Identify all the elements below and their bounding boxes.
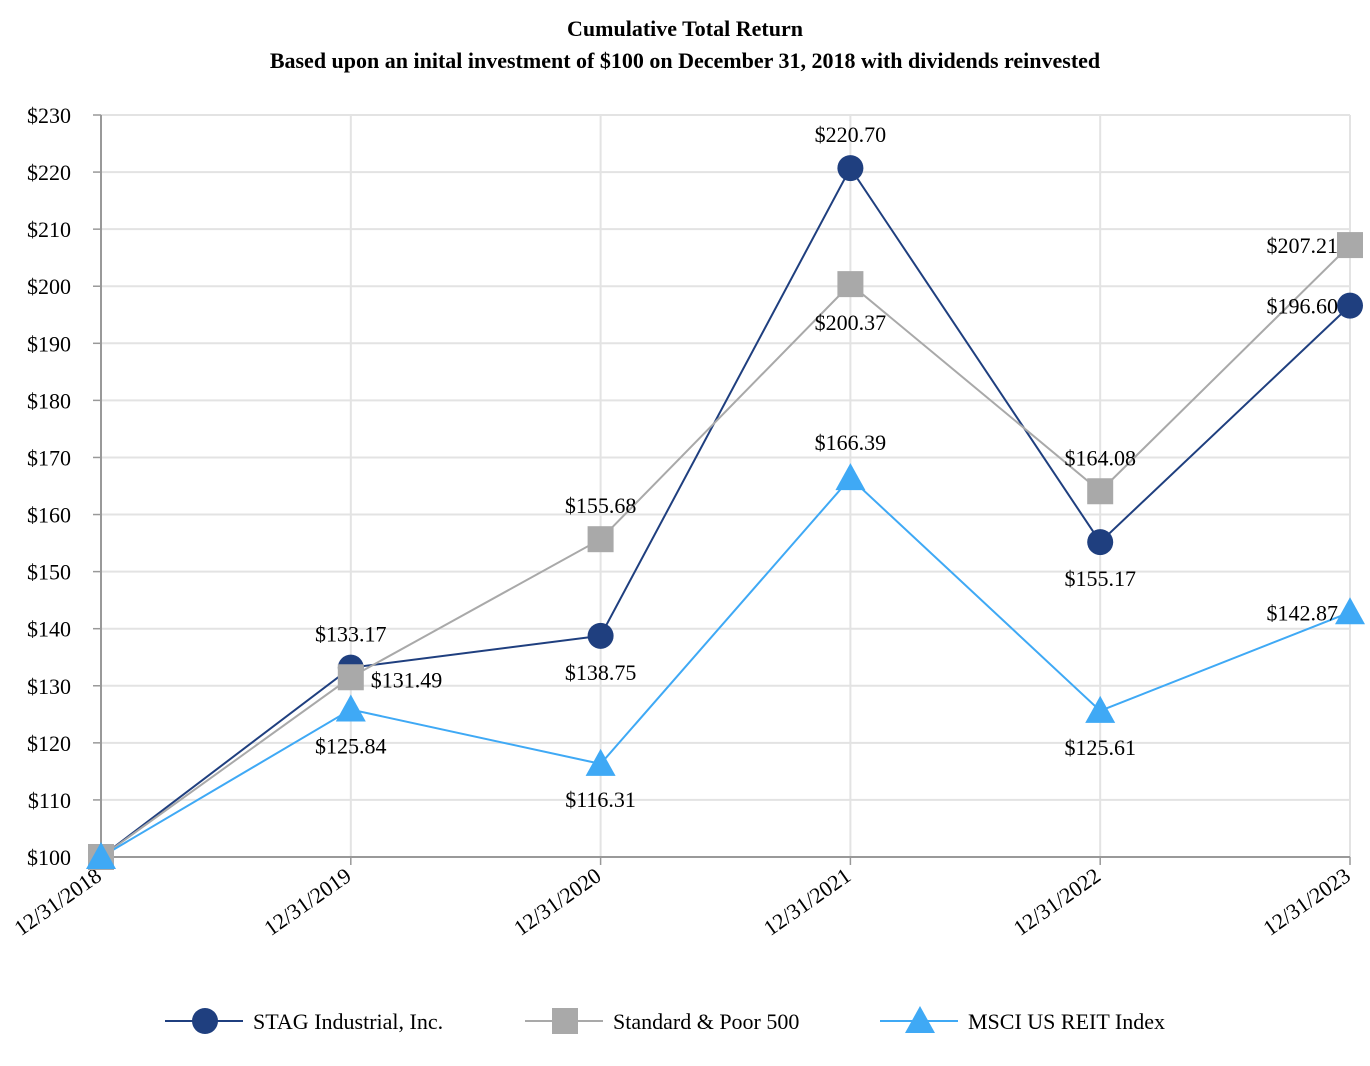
data-point: [1087, 478, 1114, 505]
x-tick-label: 12/31/2019: [259, 863, 355, 941]
series-line: [100, 244, 1351, 858]
data-point: [1337, 232, 1363, 259]
data-label: $116.31: [565, 787, 636, 812]
y-tick-label: $110: [28, 788, 71, 813]
data-point: [837, 155, 864, 182]
y-tick-label: $230: [27, 103, 71, 128]
y-tick-label: $170: [27, 445, 71, 470]
legend-label: MSCI US REIT Index: [968, 1009, 1165, 1034]
y-tick-label: $200: [27, 274, 71, 299]
data-label: $196.60: [1267, 294, 1339, 319]
legend-marker: [552, 1008, 578, 1034]
y-tick-label: $220: [27, 160, 71, 185]
x-tick-label: 12/31/2020: [509, 863, 605, 941]
data-label: $155.17: [1064, 566, 1136, 591]
data-point: [837, 271, 864, 298]
data-point: [86, 842, 116, 869]
data-label: $155.68: [565, 493, 637, 518]
legend-label: Standard & Poor 500: [613, 1009, 799, 1034]
y-tick-label: $190: [27, 331, 71, 356]
y-tick-label: $130: [27, 674, 71, 699]
data-point: [337, 664, 364, 691]
legend: STAG Industrial, Inc. Standard & Poor 500…: [165, 1006, 1165, 1034]
data-label: $220.70: [815, 122, 887, 147]
data-point: [1085, 695, 1116, 723]
x-tick-label: 12/31/2021: [759, 863, 855, 941]
y-tick-label: $140: [27, 617, 71, 642]
data-label: $166.39: [815, 430, 887, 455]
series-group: [86, 155, 1365, 870]
data-labels: $133.17 $138.75 $220.70 $155.17 $196.60 $131.…: [315, 122, 1338, 812]
data-point: [1337, 292, 1363, 319]
data-label: $133.17: [315, 622, 387, 647]
chart-title: Cumulative Total Return: [567, 16, 803, 41]
axes: [100, 115, 1350, 858]
data-label: $207.21: [1267, 233, 1339, 258]
data-label: $131.49: [371, 667, 443, 692]
data-label: $200.37: [815, 310, 887, 335]
legend-marker: [192, 1008, 218, 1034]
data-label: $138.75: [565, 660, 637, 685]
x-axis-ticks: 12/31/2018 12/31/2019 12/31/2020 12/31/2021…: [9, 857, 1355, 941]
data-point: [335, 694, 366, 722]
y-tick-label: $180: [27, 388, 71, 413]
x-tick-label: 12/31/2018: [9, 863, 105, 941]
y-tick-label: $150: [27, 560, 71, 585]
data-label: $142.87: [1267, 600, 1339, 625]
data-point: [587, 622, 614, 649]
chart-subtitle: Based upon an inital investment of $100 …: [269, 48, 1101, 73]
data-label: $164.08: [1064, 445, 1136, 470]
legend-marker: [905, 1006, 935, 1033]
data-point: [587, 526, 614, 553]
legend-label: STAG Industrial, Inc.: [253, 1009, 443, 1034]
y-tick-label: $210: [27, 217, 71, 242]
series-line: [100, 476, 1351, 858]
y-tick-label: $120: [27, 731, 71, 756]
y-tick-label: $100: [27, 845, 71, 870]
x-tick-label: 12/31/2023: [1258, 863, 1354, 941]
data-label: $125.61: [1064, 735, 1136, 760]
data-point: [1335, 597, 1365, 625]
y-tick-label: $160: [27, 503, 71, 528]
data-point: [835, 463, 866, 491]
data-point: [585, 748, 616, 776]
x-tick-label: 12/31/2022: [1009, 863, 1105, 941]
y-axis-ticks: $100 $110 $120 $130 $140 $150 $160 $170 $180 $190…: [27, 103, 101, 870]
series-line: [100, 166, 1351, 858]
data-label: $125.84: [315, 734, 387, 759]
data-point: [1087, 529, 1114, 556]
